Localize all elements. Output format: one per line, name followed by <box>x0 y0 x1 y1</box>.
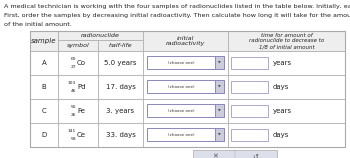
Text: ✕: ✕ <box>212 154 218 158</box>
Text: 55: 55 <box>70 106 76 109</box>
Text: of the initial amount.: of the initial amount. <box>4 22 72 27</box>
Text: Pd: Pd <box>77 84 85 90</box>
Text: D: D <box>41 132 47 138</box>
Bar <box>215 104 224 118</box>
Bar <box>147 104 224 118</box>
Bar <box>143 51 228 75</box>
Text: (choose one): (choose one) <box>168 133 194 137</box>
Bar <box>98 75 143 99</box>
Text: A medical technician is working with the four samples of radionuclides listed in: A medical technician is working with the… <box>4 4 350 9</box>
Bar <box>147 80 224 94</box>
Text: B: B <box>42 84 46 90</box>
Bar <box>30 31 345 147</box>
Text: time for amount of
radionuclide to decrease to
1/8 of initial amount: time for amount of radionuclide to decre… <box>249 33 324 49</box>
Text: ▼: ▼ <box>218 61 221 65</box>
Bar <box>98 99 143 123</box>
Bar <box>228 123 345 147</box>
Bar <box>231 57 268 69</box>
Text: ▼: ▼ <box>218 85 221 89</box>
Bar <box>30 31 58 51</box>
Bar <box>30 99 58 123</box>
Bar <box>58 123 98 147</box>
Bar <box>228 75 345 99</box>
Bar <box>143 123 228 147</box>
Text: Fe: Fe <box>77 108 85 114</box>
Text: 5.0 years: 5.0 years <box>104 60 137 66</box>
Text: years: years <box>272 108 292 114</box>
Bar <box>30 123 58 147</box>
Bar <box>98 51 143 75</box>
Bar <box>193 150 277 158</box>
Text: radionuclide: radionuclide <box>81 33 120 38</box>
Bar <box>231 105 268 117</box>
Bar <box>228 51 345 75</box>
Bar <box>30 51 58 75</box>
Bar <box>215 128 224 141</box>
Bar <box>30 75 58 99</box>
Text: 60: 60 <box>70 58 76 61</box>
Bar <box>143 31 228 51</box>
Text: ▼: ▼ <box>218 133 221 137</box>
Bar <box>98 40 143 51</box>
Text: 141: 141 <box>68 130 76 134</box>
Bar <box>143 99 228 123</box>
Text: (choose one): (choose one) <box>168 109 194 113</box>
Text: half-life: half-life <box>109 43 132 48</box>
Text: days: days <box>272 132 289 138</box>
Text: years: years <box>272 60 292 66</box>
Bar <box>147 128 224 141</box>
Text: 17. days: 17. days <box>106 84 135 90</box>
Bar <box>147 56 224 70</box>
Text: (choose one): (choose one) <box>168 61 194 65</box>
Text: 58: 58 <box>70 137 76 140</box>
Bar <box>98 123 143 147</box>
Text: initial
radioactivity: initial radioactivity <box>166 36 205 46</box>
Text: (choose one): (choose one) <box>168 85 194 89</box>
Bar <box>228 31 345 51</box>
Text: sample: sample <box>31 38 57 44</box>
Text: 33. days: 33. days <box>106 132 135 138</box>
Text: symbol: symbol <box>66 43 89 48</box>
Text: days: days <box>272 84 289 90</box>
Text: 26: 26 <box>70 112 76 116</box>
Bar <box>228 99 345 123</box>
Bar <box>143 75 228 99</box>
Bar <box>58 99 98 123</box>
Text: First, order the samples by decreasing initial radioactivity. Then calculate how: First, order the samples by decreasing i… <box>4 13 350 18</box>
Text: ↺: ↺ <box>252 154 258 158</box>
Bar <box>215 56 224 70</box>
Text: 3. years: 3. years <box>106 108 134 114</box>
Bar <box>58 75 98 99</box>
Bar <box>215 80 224 94</box>
Text: 103: 103 <box>68 82 76 85</box>
Text: Ce: Ce <box>77 132 86 138</box>
Text: 46: 46 <box>70 88 76 92</box>
Bar <box>58 51 98 75</box>
Bar <box>58 40 98 51</box>
Text: Co: Co <box>77 60 86 66</box>
Text: 27: 27 <box>70 64 76 69</box>
Bar <box>58 31 143 40</box>
Bar <box>231 81 268 93</box>
Bar <box>231 129 268 141</box>
Text: C: C <box>42 108 46 114</box>
Text: ▼: ▼ <box>218 109 221 113</box>
Text: A: A <box>42 60 46 66</box>
